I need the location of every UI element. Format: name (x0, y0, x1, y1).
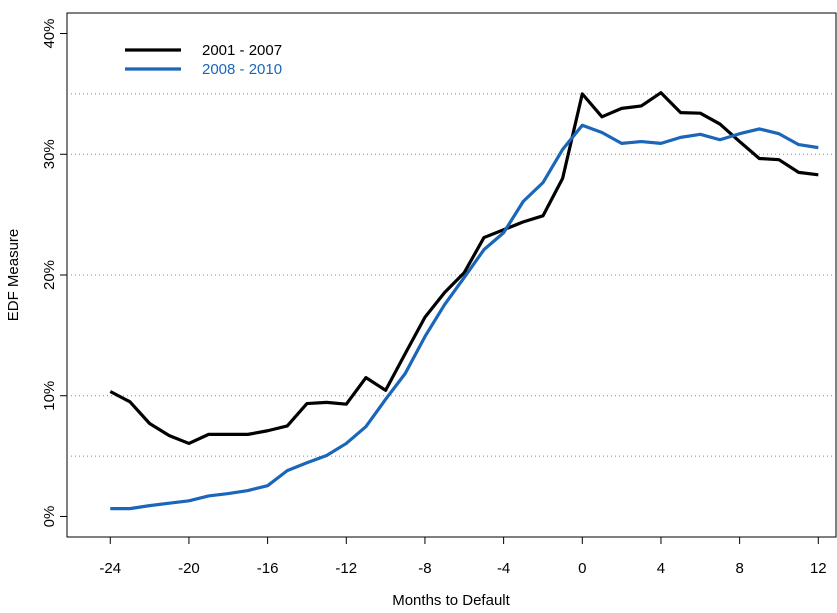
x-tick-label: -20 (178, 560, 200, 577)
x-tick-label: -24 (99, 560, 121, 577)
line-series (110, 123, 819, 511)
x-tick-label: 4 (657, 560, 665, 577)
x-axis-title: Months to Default (392, 592, 510, 609)
y-tick-label: 30% (41, 139, 58, 169)
x-tick-label: 12 (810, 560, 827, 577)
x-tick-label: 0 (578, 560, 586, 577)
legend-label: 2008 - 2010 (202, 61, 282, 78)
x-tick-label: -4 (497, 560, 510, 577)
x-tick-label: 8 (735, 560, 743, 577)
x-tick-label: -12 (335, 560, 357, 577)
y-tick-label: 0% (41, 506, 58, 528)
y-tick-label: 20% (41, 260, 58, 290)
y-axis-title: EDF Measure (5, 229, 22, 322)
x-tick-label: -8 (418, 560, 431, 577)
y-tick-label: 40% (41, 19, 58, 49)
y-tick-label: 10% (41, 381, 58, 411)
legend-label: 2001 - 2007 (202, 42, 282, 59)
x-tick-label: -16 (257, 560, 279, 577)
line-series (109, 91, 819, 446)
